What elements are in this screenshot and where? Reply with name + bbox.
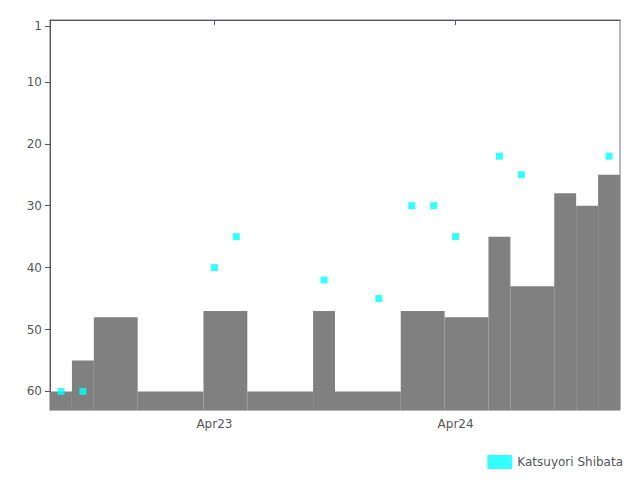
svg-text:1: 1 [34, 19, 42, 33]
svg-text:Katsuyori Shibata: Katsuyori Shibata [517, 455, 623, 469]
svg-text:50: 50 [27, 323, 42, 337]
svg-text:60: 60 [27, 384, 42, 398]
svg-text:40: 40 [27, 261, 42, 275]
svg-text:Apr24: Apr24 [438, 417, 474, 431]
svg-text:20: 20 [27, 137, 42, 151]
svg-text:30: 30 [27, 199, 42, 213]
svg-text:Apr23: Apr23 [196, 417, 232, 431]
svg-text:10: 10 [27, 75, 42, 89]
